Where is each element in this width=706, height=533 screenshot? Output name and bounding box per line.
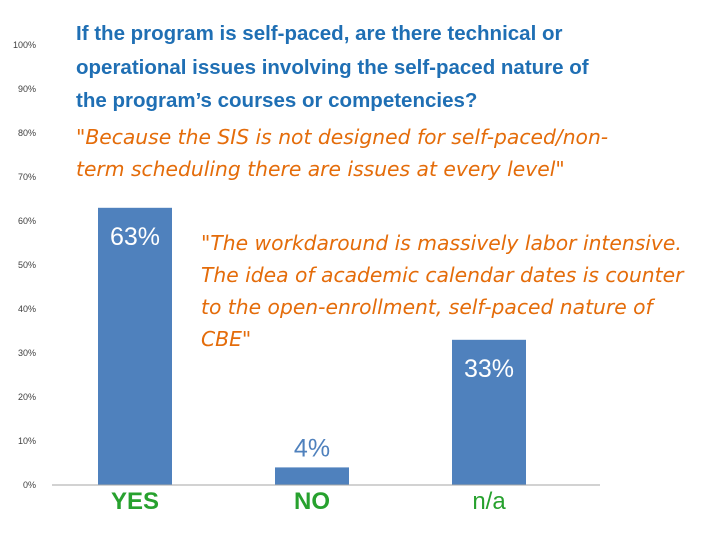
bar-yes [98,207,172,486]
y-tick-label: 10% [18,436,36,446]
y-tick-label: 100% [13,40,36,50]
bar-na [452,339,526,485]
y-tick-label: 50% [18,260,36,270]
y-tick-label: 90% [18,84,36,94]
chart-title-line: If the program is self-paced, are there … [76,22,563,45]
quote-line: CBE" [201,327,252,351]
y-tick-label: 40% [18,304,36,314]
quote-line: The idea of academic calendar dates is c… [201,263,684,287]
quote-line: "The workdaround is massively labor inte… [201,231,682,255]
x-tick-label: n/a [472,488,506,515]
chart-title-line: operational issues involving the self-pa… [76,55,589,79]
x-tick-label: YES [111,488,159,515]
data-label: 63% [110,223,160,251]
chart-title: If the program is self-paced, are there … [76,17,696,118]
y-tick-label: 80% [18,128,36,138]
quote-sis: "Because the SIS is not designed for sel… [76,121,696,185]
quote-line: "Because the SIS is not designed for sel… [76,125,609,149]
bars: 63% 4% 33% [98,207,526,486]
x-axis: YES NO n/a [52,484,600,515]
y-tick-label: 0% [23,480,36,490]
y-tick-label: 20% [18,392,36,402]
data-label: 33% [464,355,514,383]
y-tick-label: 60% [18,216,36,226]
chart-title-line: the program’s courses or competencies? [76,89,478,112]
bar-no [275,467,349,485]
y-tick-label: 30% [18,348,36,358]
x-tick-label: NO [294,488,330,515]
y-tick-label: 70% [18,172,36,182]
quote-line: term scheduling there are issues at ever… [76,157,565,181]
quote-line: to the open-enrollment, self-paced natur… [201,295,653,319]
quote-workaround: "The workdaround is massively labor inte… [201,227,701,355]
y-axis: 0% 10% 20% 30% 40% 50% 60% 70% 80% 90% 100% [13,40,36,490]
data-label: 4% [294,434,330,462]
